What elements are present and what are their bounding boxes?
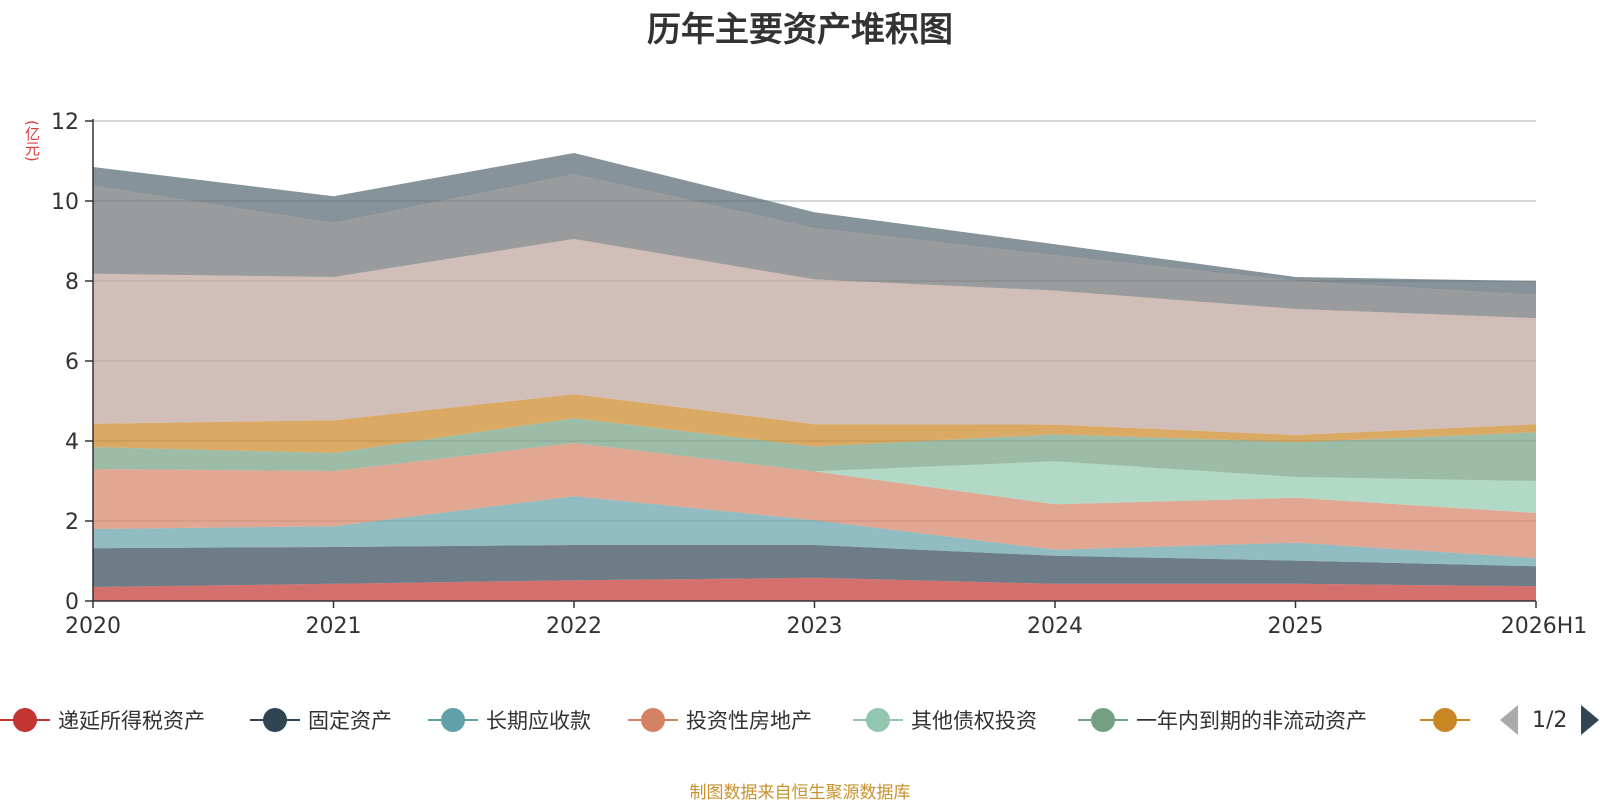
area-series-0 [93, 577, 1536, 601]
legend-label: 一年内到期的非流动资产 [1136, 709, 1367, 733]
legend-marker-icon [853, 700, 903, 740]
legend-label: 递延所得税资产 [58, 709, 205, 733]
y-tick-label: 0 [65, 590, 79, 615]
x-tick-label: 2021 [306, 614, 362, 639]
y-tick-label: 10 [51, 190, 79, 215]
area-series-9 [93, 153, 1536, 295]
legend-marker-icon [0, 700, 50, 740]
x-tick-label: 2026H1 [1501, 614, 1588, 639]
area-series-1 [93, 545, 1536, 587]
legend-item[interactable]: 其他债权投资 [853, 700, 1037, 740]
area-series-2 [93, 496, 1536, 567]
y-tick-label: 8 [65, 270, 79, 295]
y-axis-unit-label: (亿元) [23, 120, 41, 162]
chart-title: 历年主要资产堆积图 [647, 10, 953, 50]
legend-marker-icon [428, 700, 478, 740]
legend-marker-icon [1078, 700, 1128, 740]
area-series-4 [93, 443, 1536, 513]
pager-prev-icon[interactable] [1500, 705, 1518, 735]
legend-item[interactable]: 长期应收款 [428, 700, 591, 740]
area-layer [93, 153, 1536, 601]
legend-pager: 1/2 [1500, 700, 1600, 740]
x-tick-label: 2023 [787, 614, 843, 639]
area-series-3 [93, 443, 1536, 559]
x-tick-label: 2025 [1268, 614, 1324, 639]
legend-item[interactable]: 一年内到期的非流动资产 [1078, 700, 1367, 740]
source-note: 制图数据来自恒生聚源数据库 [689, 783, 911, 803]
legend-label: 固定资产 [308, 709, 392, 733]
legend-label: 投资性房地产 [686, 709, 812, 733]
pager-text: 1/2 [1532, 707, 1568, 733]
x-tick-label: 2022 [546, 614, 602, 639]
legend-item[interactable]: 递延所得税资产 [0, 700, 205, 740]
legend-item[interactable]: 固定资产 [250, 700, 392, 740]
area-series-7 [93, 239, 1536, 435]
y-tick-label: 6 [65, 350, 79, 375]
axis-layer: 0 2 4 6 8 10 12 2020 2021 2022 2023 2024 2025 2026H1 [51, 110, 1587, 639]
area-series-8 [93, 174, 1536, 319]
y-tick-label: 2 [65, 510, 79, 535]
pager-next-icon[interactable] [1581, 705, 1600, 735]
y-tick-label: 4 [65, 430, 79, 455]
area-series-5 [93, 418, 1536, 481]
legend-label: 长期应收款 [486, 709, 591, 733]
legend-marker-icon [628, 700, 678, 740]
x-tick-label: 2020 [65, 614, 121, 639]
legend-label: 其他债权投资 [911, 709, 1037, 733]
y-tick-label: 12 [51, 110, 79, 135]
x-tick-label: 2024 [1027, 614, 1083, 639]
legend: 1/2 递延所得税资产 固定资产 长期应收款 投资性房地产 其他债权投资 一年内到期的非流… [0, 700, 1600, 740]
area-series-6 [93, 394, 1536, 453]
legend-marker-icon [1420, 700, 1470, 740]
legend-item[interactable] [1420, 700, 1478, 740]
legend-item[interactable]: 投资性房地产 [628, 700, 812, 740]
legend-marker-icon [250, 700, 300, 740]
